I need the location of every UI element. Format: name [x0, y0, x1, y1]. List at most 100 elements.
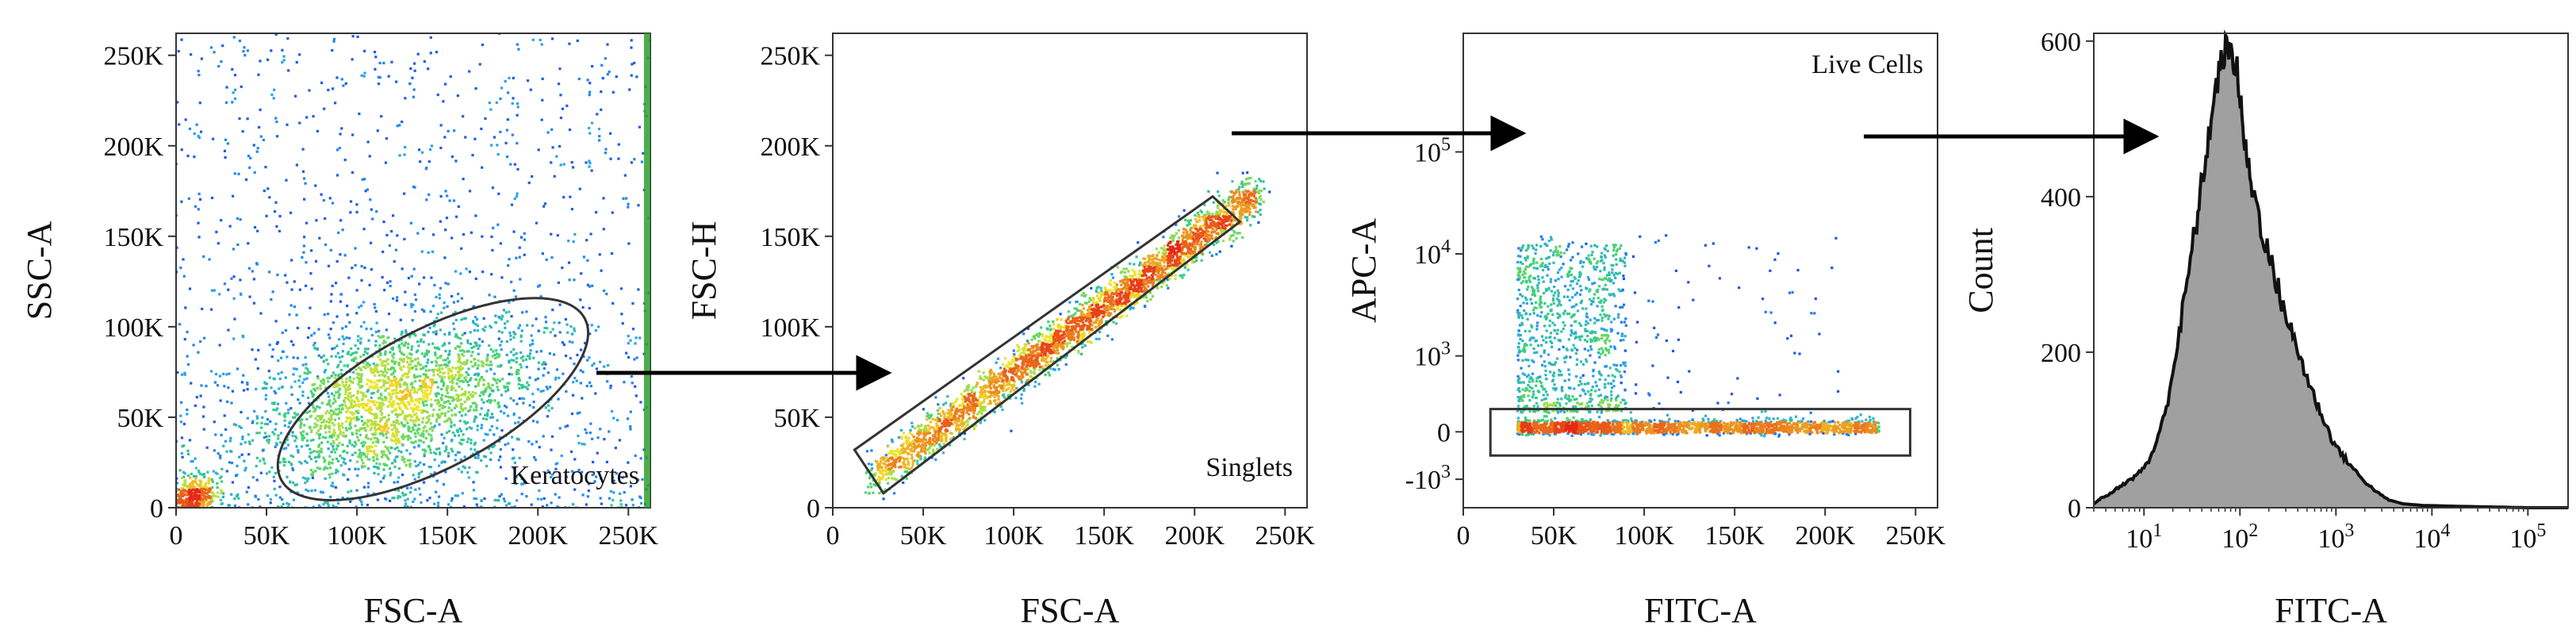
p1-event-point — [912, 439, 915, 443]
p0-event-point — [303, 436, 306, 439]
p0-event-point — [418, 428, 421, 431]
p1-event-point — [980, 401, 983, 405]
p0-event-point — [407, 427, 410, 430]
p1-event-point — [1195, 221, 1198, 224]
p0-event-point — [330, 417, 333, 420]
p0-event-point — [183, 484, 186, 487]
p0-event-point — [449, 380, 452, 383]
p0-event-point — [535, 350, 539, 354]
p0-event-point — [428, 427, 431, 431]
p1-event-point — [1161, 282, 1164, 285]
p1-event-point — [993, 410, 996, 414]
p0-event-point — [542, 435, 545, 438]
p1-event-point — [936, 416, 939, 420]
p0-event-point — [247, 155, 251, 158]
p0-event-point — [374, 440, 378, 443]
p0-event-point — [493, 443, 496, 447]
p1-event-point — [988, 386, 991, 389]
p1-event-point — [980, 413, 983, 416]
p0-event-point — [366, 140, 370, 144]
p1-event-point — [1227, 198, 1230, 202]
p0-event-point — [594, 392, 597, 395]
p1-event-point — [1244, 182, 1247, 186]
p0-y-tick-label: 150K — [103, 223, 163, 252]
p0-event-point — [259, 312, 263, 315]
p1-event-point — [1016, 344, 1019, 347]
p0-event-point — [386, 382, 389, 385]
p0-event-point — [332, 433, 335, 436]
p1-event-point — [1052, 360, 1056, 363]
p1-event-point — [1080, 332, 1084, 336]
p0-event-point — [362, 365, 366, 369]
p0-event-point — [498, 379, 501, 383]
p1-event-point — [949, 402, 953, 405]
p0-event-point — [504, 326, 507, 329]
p0-event-point — [456, 494, 459, 497]
p0-event-point — [518, 456, 521, 459]
p1-event-point — [1183, 254, 1186, 257]
p0-event-point — [324, 431, 328, 434]
p0-event-point — [630, 39, 633, 42]
p0-event-point — [292, 481, 295, 485]
p0-event-point — [464, 413, 467, 416]
p1-event-point — [1102, 301, 1106, 305]
p0-event-point — [273, 487, 276, 490]
p1-event-point — [1119, 316, 1122, 319]
p0-event-point — [519, 366, 523, 369]
p0-event-point — [243, 459, 246, 463]
p0-event-point — [408, 452, 412, 455]
p0-event-point — [369, 367, 373, 370]
p0-event-point — [199, 394, 202, 397]
p0-event-point — [302, 244, 305, 248]
p0-event-point — [309, 272, 312, 275]
p0-event-point — [392, 403, 396, 406]
p1-event-point — [965, 424, 968, 428]
p0-event-point — [498, 495, 501, 498]
p0-event-point — [301, 148, 305, 151]
p0-event-point — [348, 406, 351, 409]
p1-event-point — [1162, 236, 1165, 239]
p0-event-point — [309, 249, 313, 252]
p0-event-point — [580, 348, 583, 351]
p0-event-point — [404, 502, 408, 505]
p0-event-point — [418, 387, 421, 390]
p0-event-point — [412, 88, 416, 91]
p0-event-point — [396, 415, 399, 418]
p1-event-point — [946, 395, 949, 398]
p0-event-point — [288, 313, 291, 317]
p0-event-point — [362, 427, 365, 430]
p0-event-point — [369, 198, 372, 202]
p0-event-point — [224, 138, 228, 141]
p0-event-point — [476, 428, 479, 432]
p1-event-point — [914, 427, 917, 430]
p0-event-point — [305, 479, 309, 482]
p0-event-point — [380, 405, 383, 409]
p0-event-point — [413, 432, 416, 435]
p0-event-point — [461, 409, 464, 413]
p0-y-tick-label: 0 — [150, 494, 163, 524]
p0-event-point — [295, 163, 299, 167]
p1-event-point — [923, 456, 926, 459]
p0-event-point — [284, 376, 287, 379]
p0-event-point — [255, 421, 259, 425]
p1-event-point — [1094, 337, 1098, 340]
p0-event-point — [400, 351, 403, 355]
p0-event-point — [372, 413, 376, 416]
p0-event-point — [531, 393, 535, 396]
p0-event-point — [182, 489, 186, 492]
p0-event-point — [578, 411, 581, 414]
p1-event-point — [891, 450, 895, 453]
p0-event-point — [447, 374, 450, 378]
p1-event-point — [1083, 344, 1087, 347]
p0-event-point — [397, 361, 401, 364]
p1-event-point — [941, 438, 944, 441]
p0-event-point — [412, 267, 416, 271]
p1-event-point — [974, 385, 978, 388]
p0-event-point — [500, 317, 504, 321]
p1-event-point — [928, 451, 931, 455]
p0-event-point — [349, 200, 353, 203]
p0-event-point — [439, 328, 442, 332]
p1-event-point — [1064, 356, 1068, 359]
p1-event-point — [1011, 358, 1014, 362]
p0-event-point — [467, 437, 470, 440]
